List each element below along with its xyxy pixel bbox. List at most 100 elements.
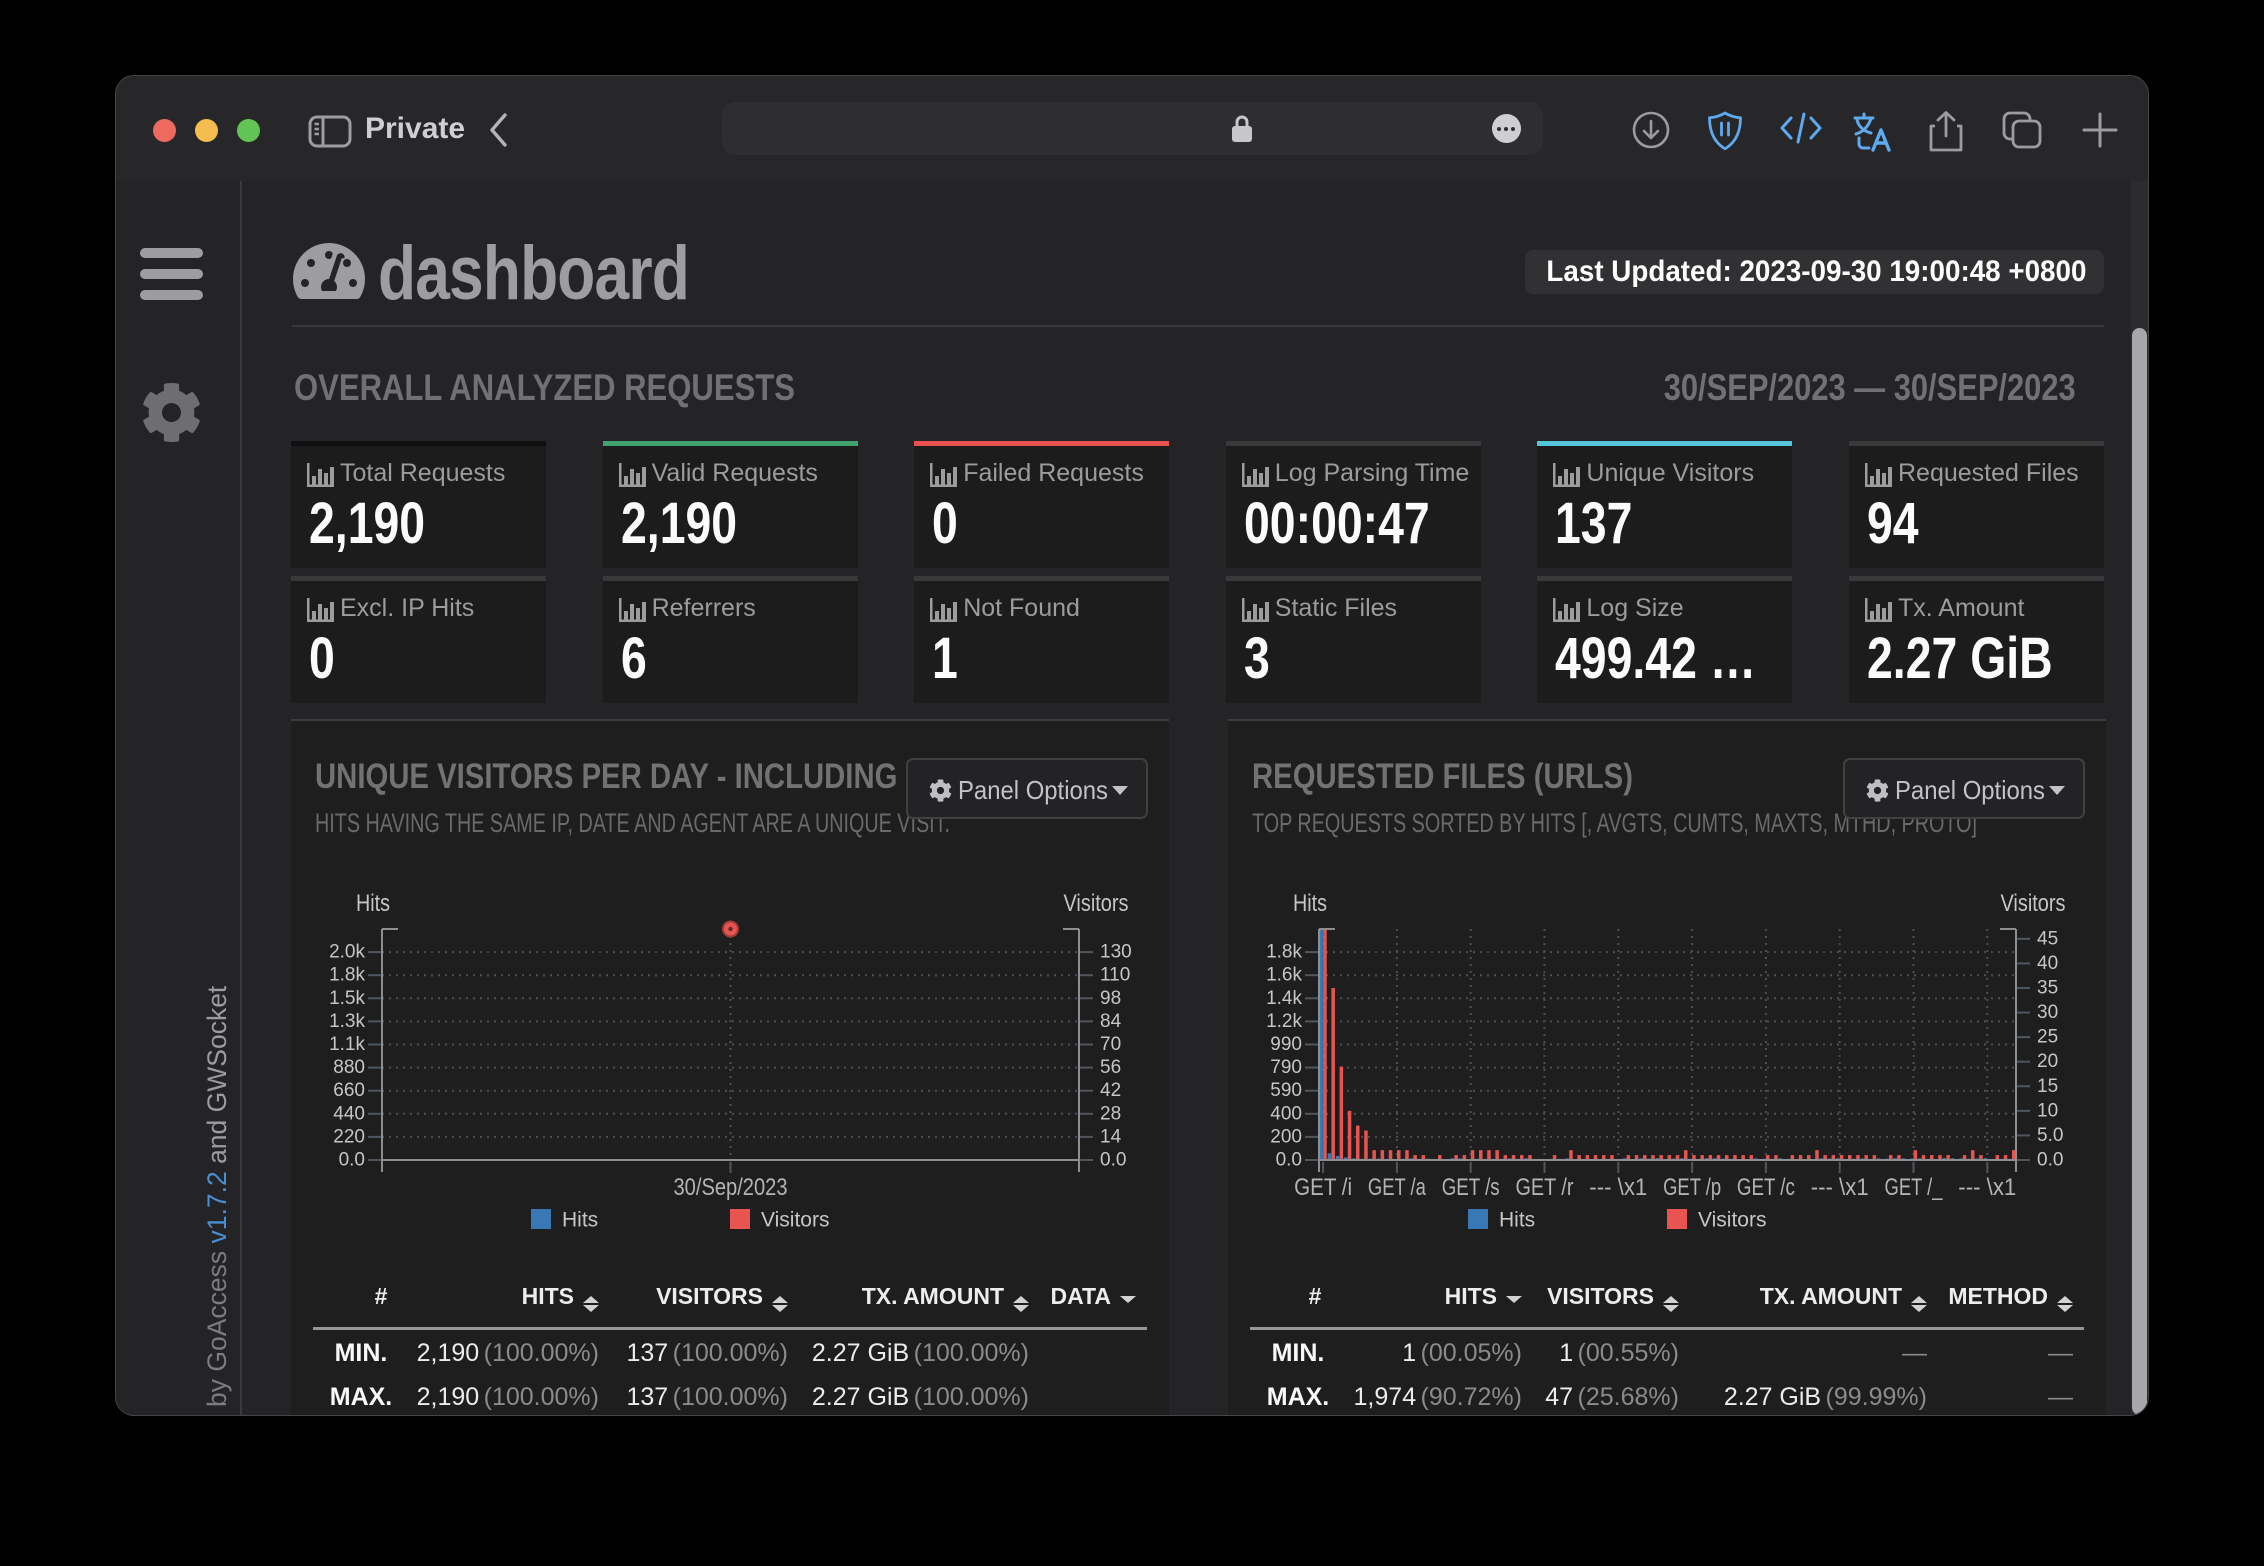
sort-icon [1013, 1296, 1029, 1312]
close-button[interactable] [153, 119, 176, 142]
ytick-left: 1.1k [329, 1034, 365, 1055]
table-cell: 2,190 (100.00%) [416, 1339, 599, 1367]
table-cell: — [1902, 1339, 1927, 1367]
ytick-right: 10 [2037, 1100, 2058, 1121]
sidebar-toggle-icon[interactable] [308, 115, 352, 148]
col-header-tx-amount[interactable]: TX. AMOUNT [699, 1283, 1029, 1312]
xtick-label: GET /p [1663, 1174, 1721, 1201]
new-tab-icon[interactable] [2080, 110, 2120, 150]
ytick-left: 880 [333, 1057, 365, 1078]
web-inspector-icon[interactable] [1779, 110, 1822, 150]
col-header-visitors[interactable]: VISITORS [1349, 1283, 1679, 1312]
minimize-button[interactable] [195, 119, 218, 142]
bar-visitors [1372, 1150, 1376, 1160]
bar-chart-icon [930, 463, 958, 488]
xtick-label: --- \x1 [1958, 1174, 2016, 1201]
card-label: Valid Requests [651, 459, 818, 487]
col-header-data[interactable]: DATA [806, 1283, 1136, 1310]
menu-icon[interactable] [140, 248, 203, 300]
caret-down-icon [2049, 786, 2065, 795]
bar-visitors [1364, 1130, 1368, 1160]
bar-visitors [1856, 1155, 1860, 1160]
card-body: Unique Visitors 137 [1537, 446, 1793, 568]
table-cell: — [2048, 1339, 2073, 1367]
col-header-visitors[interactable]: VISITORS [458, 1283, 788, 1312]
bar-visitors [1462, 1155, 1467, 1160]
downloads-icon[interactable] [1631, 110, 1671, 150]
bar-visitors [1774, 1155, 1778, 1160]
sort-icon [772, 1296, 788, 1312]
col-header-tx-amount[interactable]: TX. AMOUNT [1597, 1283, 1927, 1312]
bar-visitors [1962, 1155, 1967, 1160]
ytick-left: 1.8k [329, 965, 365, 986]
bar-visitors [1823, 1155, 1827, 1160]
card-label: Unique Visitors [1586, 459, 1755, 487]
ytick-left: 1.4k [1266, 988, 1302, 1009]
axis-title-visitors: Visitors [1064, 890, 1129, 917]
ytick-right: 30 [2037, 1002, 2058, 1023]
browser-window: Private [115, 75, 2149, 1416]
col-header-method[interactable]: METHOD [1743, 1283, 2073, 1312]
metric-card-excl-ip-hits: Excl. IP Hits 0 [291, 575, 546, 703]
point-center [728, 926, 733, 932]
page-settings-button[interactable] [1492, 114, 1521, 143]
bar-visitors [1339, 1066, 1344, 1160]
legend-swatch-visitors [730, 1209, 750, 1229]
col-header-hash[interactable]: # [374, 1283, 388, 1309]
gwsocket-link[interactable]: GWSocket [202, 985, 232, 1113]
settings-gear-icon[interactable] [141, 382, 202, 443]
bar-visitors [1725, 1155, 1729, 1160]
card-accent-strip [1225, 441, 1481, 446]
panel-options-label: Panel Options [1895, 775, 2046, 805]
card-value: 2,190 [309, 491, 426, 556]
bar-visitors [1930, 1155, 1934, 1160]
col-header-hash[interactable]: # [1308, 1283, 1322, 1309]
bar-hits [1335, 1155, 1340, 1160]
version-link[interactable]: v1.7.2 [202, 1171, 232, 1244]
zoom-button[interactable] [237, 119, 260, 142]
legend-swatch-visitors [1667, 1209, 1687, 1229]
card-body: Tx. Amount 2.27 GiB [1849, 580, 2104, 703]
bar-visitors [1454, 1155, 1458, 1160]
card-body: Failed Requests 0 [914, 446, 1170, 568]
metric-card-not-found: Not Found 1 [914, 575, 1170, 703]
overview-date-range: 30/SEP/2023 — 30/SEP/2023 [1664, 367, 2076, 408]
card-accent-strip [1849, 575, 2104, 581]
bar-visitors [1520, 1155, 1524, 1160]
ytick-right: 84 [1100, 1011, 1122, 1032]
col-header-hits[interactable]: HITS [269, 1283, 599, 1312]
bar-visitors [1848, 1155, 1852, 1160]
panel-gear-icon [929, 779, 952, 802]
table-header-underline [313, 1327, 1147, 1330]
panel-subtitle: HITS HAVING THE SAME IP, DATE AND AGENT … [315, 808, 951, 838]
bar-visitors [1626, 1155, 1631, 1160]
panel-options-button[interactable]: Panel Options [1843, 758, 2085, 819]
goaccess-link[interactable]: GoAccess [202, 1250, 232, 1372]
card-body: Referrers 6 [602, 580, 858, 703]
bar-visitors [1347, 1110, 1352, 1160]
ytick-right: 110 [1100, 965, 1130, 986]
bar-chart-icon [1553, 463, 1581, 488]
scrollbar-thumb[interactable] [2132, 328, 2147, 1415]
ytick-left: 0.0 [339, 1150, 365, 1171]
address-bar[interactable] [722, 102, 1543, 155]
card-value: 2,190 [620, 491, 737, 556]
card-value: 0 [309, 625, 335, 691]
card-accent-strip [1225, 575, 1481, 581]
panel-options-button[interactable]: Panel Options [906, 758, 1148, 819]
back-button[interactable] [487, 112, 509, 148]
card-accent-strip [602, 441, 858, 446]
bar-visitors [1528, 1155, 1532, 1160]
privacy-shield-icon[interactable] [1705, 110, 1745, 151]
translate-icon[interactable] [1851, 110, 1891, 152]
axes [1318, 928, 2017, 1172]
table-cell: 1 (00.55%) [1559, 1339, 1679, 1367]
bar-visitors [1913, 1150, 1918, 1160]
bar-visitors [1831, 1155, 1836, 1160]
share-icon[interactable] [1927, 110, 1967, 152]
private-browsing-label: Private [365, 112, 466, 145]
tab-overview-icon[interactable] [2001, 110, 2042, 150]
axes [381, 928, 1080, 1172]
col-header-hits[interactable]: HITS [1192, 1283, 1522, 1310]
